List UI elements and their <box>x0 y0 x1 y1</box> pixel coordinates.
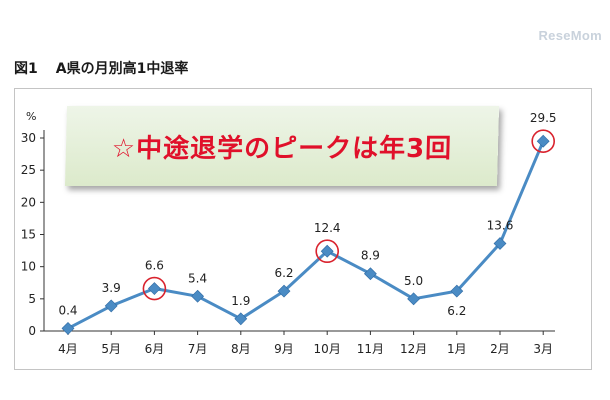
peak-highlight-circle <box>142 276 167 301</box>
peak-highlight-circle <box>315 239 340 264</box>
data-point-marker <box>147 282 161 295</box>
data-label: 5.0 <box>404 274 423 288</box>
data-label: 5.4 <box>188 271 207 285</box>
x-tick-label: 5月 <box>101 342 121 356</box>
x-tick-label: 3月 <box>533 342 553 356</box>
series-line <box>67 140 545 330</box>
watermark-logo: ReseMom <box>538 28 602 43</box>
data-label: 3.9 <box>102 281 121 295</box>
data-label: 13.6 <box>487 219 514 233</box>
data-point-marker <box>493 237 507 250</box>
data-label: 6.2 <box>447 304 466 318</box>
data-point-marker <box>191 289 205 303</box>
callout-text: ☆中途退学のピークは年3回 <box>111 133 453 164</box>
y-tick-label: 15 <box>21 228 36 242</box>
data-label: 6.6 <box>145 259 164 273</box>
data-label: 8.9 <box>361 249 380 263</box>
figure-title: 図1 A県の月別高1中退率 <box>14 58 188 78</box>
data-point-marker <box>104 299 118 313</box>
data-label: 12.4 <box>314 221 341 235</box>
y-tick-label: 10 <box>21 260 36 274</box>
top-bar <box>0 0 610 22</box>
y-tick-label: 5 <box>28 292 36 306</box>
x-tick-label: 4月 <box>58 342 78 356</box>
data-point-marker <box>61 322 75 335</box>
y-tick-label: 20 <box>21 195 36 209</box>
y-tick-label: 0 <box>28 324 36 338</box>
x-tick-label: 6月 <box>145 342 165 356</box>
y-tick-label: 25 <box>21 163 36 177</box>
bottom-margin <box>0 372 610 400</box>
x-tick-label: 9月 <box>274 342 294 356</box>
x-tick-label: 11月 <box>357 342 384 356</box>
data-point-marker <box>277 284 291 298</box>
x-tick-label: 12月 <box>400 342 427 356</box>
data-point-marker <box>536 134 550 148</box>
figure-label: 図1 <box>14 61 38 77</box>
x-tick-label: 8月 <box>231 342 251 356</box>
data-label: 29.5 <box>530 111 557 125</box>
peak-highlight-circle <box>531 129 556 154</box>
data-label: 0.4 <box>58 303 77 317</box>
data-point-marker <box>363 267 377 281</box>
x-tick-label: 10月 <box>314 342 341 356</box>
callout-box: ☆中途退学のピークは年3回 <box>64 106 500 186</box>
data-label: 1.9 <box>231 294 250 308</box>
data-point-marker <box>450 284 464 298</box>
x-tick-label: 7月 <box>188 342 208 356</box>
y-tick-label: 30 <box>21 131 36 145</box>
figure-title-text: A県の月別高1中退率 <box>55 61 189 77</box>
data-point-marker <box>234 312 248 326</box>
x-tick-label: 2月 <box>490 342 510 356</box>
data-label: 6.2 <box>274 266 293 280</box>
y-axis-unit-label: % <box>26 110 36 123</box>
x-tick-label: 1月 <box>447 342 467 356</box>
data-point-marker <box>320 244 334 258</box>
data-point-marker <box>407 292 421 306</box>
